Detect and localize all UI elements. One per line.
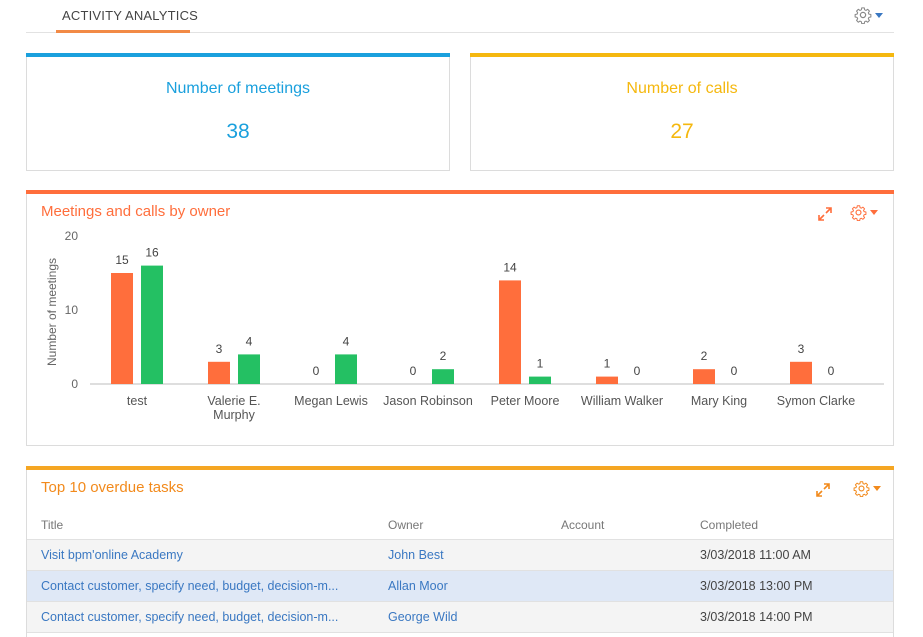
dashboard-tab-bar: ACTIVITY ANALYTICS — [26, 0, 894, 33]
card-accent-line — [26, 53, 450, 57]
active-tab-indicator — [56, 30, 190, 33]
gear-icon — [850, 205, 867, 221]
y-tick-label: 20 — [65, 229, 79, 243]
data-label: 15 — [115, 253, 129, 267]
bar — [790, 361, 812, 384]
overdue-tasks-widget: Top 10 overdue tasks Title Owner Account… — [26, 466, 894, 637]
bar — [499, 280, 521, 384]
completed-cell: 3/03/2018 13:00 PM — [700, 579, 813, 593]
gear-icon — [854, 7, 872, 24]
metric-value: 38 — [226, 120, 250, 143]
data-label: 0 — [731, 364, 738, 378]
widget-title: Top 10 overdue tasks — [41, 479, 184, 496]
bar — [111, 273, 133, 384]
table-row[interactable]: Visit bpm'online Academy John Best 3/03/… — [27, 540, 893, 571]
tasks-settings-button[interactable] — [853, 480, 881, 497]
completed-cell: 3/03/2018 11:00 AM — [700, 548, 811, 562]
column-header-owner[interactable]: Owner — [388, 518, 424, 532]
completed-cell: 3/03/2018 14:00 PM — [700, 610, 813, 624]
tab-activity-analytics[interactable]: ACTIVITY ANALYTICS — [62, 8, 199, 23]
task-title-link[interactable]: Contact customer, specify need, budget, … — [41, 579, 339, 593]
column-header-account[interactable]: Account — [561, 518, 605, 532]
card-accent-line — [26, 466, 894, 470]
column-header-completed[interactable]: Completed — [700, 518, 759, 532]
y-tick-label: 10 — [65, 303, 79, 317]
data-label: 1 — [604, 357, 611, 371]
metric-title: Number of calls — [626, 80, 738, 97]
expand-icon[interactable] — [818, 207, 832, 221]
y-tick-label: 0 — [71, 377, 78, 391]
x-tick-label: William Walker — [581, 394, 663, 408]
chevron-down-icon — [875, 12, 883, 18]
x-tick-label: Symon Clarke — [777, 394, 856, 408]
card-accent-line — [470, 53, 894, 57]
x-tick-label: Megan Lewis — [294, 394, 368, 408]
card-accent-line — [26, 190, 894, 194]
task-title-link[interactable]: Contact customer, specify need, budget, … — [41, 610, 339, 624]
calls-count-card: Number of calls 27 — [470, 53, 894, 171]
data-label: 4 — [343, 334, 350, 348]
tasks-table: Title Owner Account Completed Visit bpm'… — [27, 513, 893, 633]
widget-title: Meetings and calls by owner — [41, 203, 231, 220]
metric-value: 27 — [670, 120, 694, 143]
meetings-calls-chart-widget: Meetings and calls by owner Number of me… — [26, 190, 894, 446]
meetings-count-card: Number of meetings 38 — [26, 53, 450, 171]
bar — [335, 354, 357, 384]
task-title-link[interactable]: Visit bpm'online Academy — [41, 548, 183, 562]
data-label: 1 — [537, 357, 544, 371]
x-tick-label: test — [127, 394, 148, 408]
dashboard-settings-button[interactable] — [854, 6, 883, 24]
table-header: Title Owner Account Completed — [27, 513, 893, 540]
bar — [529, 376, 551, 384]
chevron-down-icon — [870, 210, 878, 215]
chevron-down-icon — [873, 486, 881, 491]
data-label: 0 — [828, 364, 835, 378]
bar — [596, 376, 618, 384]
x-tick-label: Mary King — [691, 394, 747, 408]
x-tick-label: Murphy — [213, 408, 255, 422]
bar — [238, 354, 260, 384]
table-row-selected[interactable]: Contact customer, specify need, budget, … — [27, 571, 893, 602]
chart-settings-button[interactable] — [850, 204, 878, 221]
expand-icon[interactable] — [816, 483, 830, 497]
gear-icon — [853, 481, 870, 497]
data-label: 2 — [701, 349, 708, 363]
data-label: 0 — [634, 364, 641, 378]
column-header-title[interactable]: Title — [41, 518, 64, 532]
data-label: 0 — [313, 364, 320, 378]
bar — [141, 265, 163, 384]
owner-link[interactable]: Allan Moor — [388, 579, 448, 593]
data-label: 3 — [216, 342, 223, 356]
owner-link[interactable]: John Best — [388, 548, 444, 562]
x-tick-label: Peter Moore — [491, 394, 560, 408]
data-label: 3 — [798, 342, 805, 356]
x-tick-label: Valerie E. — [207, 394, 260, 408]
bar — [432, 369, 454, 384]
bar — [693, 369, 715, 384]
owner-link[interactable]: George Wild — [388, 610, 458, 624]
metric-title: Number of meetings — [165, 80, 311, 97]
table-row[interactable]: Contact customer, specify need, budget, … — [27, 602, 893, 633]
y-axis-label: Number of meetings — [45, 258, 59, 366]
bar — [208, 361, 230, 384]
data-label: 0 — [410, 364, 417, 378]
data-label: 14 — [503, 260, 517, 274]
bar-chart: Number of meetings010201516test34Valerie… — [45, 229, 884, 422]
data-label: 16 — [145, 246, 159, 260]
data-label: 4 — [246, 334, 253, 348]
x-tick-label: Jason Robinson — [383, 394, 473, 408]
data-label: 2 — [440, 349, 447, 363]
